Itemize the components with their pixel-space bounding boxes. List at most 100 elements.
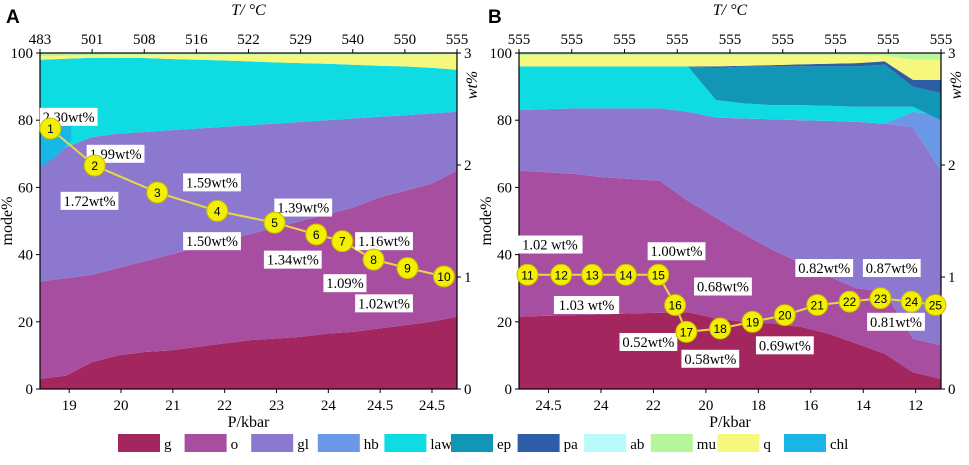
annotation-text: 0.52wt% — [622, 335, 674, 351]
bottom-tick-label: 20 — [114, 398, 129, 414]
annotation-box — [183, 232, 241, 251]
bottom-tick-label: 23 — [269, 398, 284, 414]
sample-point-marker — [924, 294, 947, 316]
sample-point: 7 — [331, 230, 354, 253]
annotation-text: 0.58wt% — [684, 352, 736, 368]
legend-label: pa — [564, 437, 579, 453]
legend-swatch — [584, 434, 627, 452]
top-tick-label: 555 — [666, 32, 689, 48]
sample-point-marker — [263, 211, 286, 234]
sample-point-label: 4 — [214, 204, 221, 218]
y-tick-label: 80 — [18, 113, 33, 129]
y-tick-label: 80 — [497, 113, 512, 129]
top-tick-label: 516 — [185, 32, 208, 48]
sample-point: 8 — [362, 248, 385, 271]
legend-label: o — [231, 437, 239, 453]
wt-annotation: 1.09% — [323, 274, 367, 293]
bottom-tick-label: 24.5 — [367, 398, 393, 414]
sample-point-marker — [39, 117, 62, 140]
sample-point: 2 — [83, 154, 106, 177]
y-tick-label: 100 — [490, 46, 513, 62]
wt-annotation: 1.02 wt% — [517, 235, 583, 254]
annotation-text: 0.68wt% — [697, 280, 749, 296]
sample-point: 4 — [206, 199, 229, 222]
top-tick-label: 555 — [824, 32, 847, 48]
sample-point-marker — [869, 287, 892, 310]
sample-point-marker — [206, 199, 229, 222]
sample-point-label: 11 — [521, 268, 534, 282]
wt-annotation: 1.50wt% — [183, 232, 241, 251]
legend-label: g — [164, 437, 172, 453]
annotation-box — [355, 294, 413, 313]
bottom-tick-label: 19 — [62, 398, 77, 414]
sample-point-label: 8 — [370, 253, 377, 267]
panel-letter: A — [6, 7, 20, 28]
annotation-box — [795, 259, 854, 278]
annotation-box — [355, 232, 413, 251]
legend-swatch — [118, 434, 160, 452]
y-right-tick-label: 3 — [948, 46, 956, 62]
sample-point: 11 — [516, 263, 539, 286]
sample-point-marker — [581, 263, 604, 286]
wt-annotation: 1.16wt% — [355, 232, 413, 251]
sample-point-label: 3 — [154, 186, 161, 200]
legend-swatch — [251, 434, 294, 452]
sample-point: 20 — [773, 304, 796, 327]
y-right-axis-label: wt% — [464, 71, 481, 99]
y-tick-label: 60 — [18, 180, 33, 196]
sample-point-label: 1 — [47, 122, 54, 136]
sample-point-marker — [741, 310, 764, 333]
sample-point: 1 — [39, 117, 62, 140]
wt-annotation: 0.82wt% — [795, 259, 854, 278]
sample-point-label: 25 — [929, 299, 943, 313]
bottom-tick-label: 18 — [751, 398, 766, 414]
y-right-tick-label: 1 — [948, 270, 956, 286]
annotation-box — [694, 277, 752, 296]
annotation-text: 1.16wt% — [358, 234, 410, 250]
sample-point: 13 — [581, 263, 604, 286]
sample-point-marker — [647, 263, 670, 286]
legend-item-law: law — [384, 434, 452, 453]
bottom-tick-label: 12 — [908, 398, 923, 414]
sample-point-marker — [675, 320, 698, 343]
sample-point-marker — [838, 290, 861, 313]
wt-annotation: 1.34wt% — [263, 250, 322, 269]
sample-point-marker — [664, 294, 687, 316]
legend-item-ab: ab — [584, 434, 644, 453]
legend-label: gl — [297, 437, 309, 453]
top-tick-label: 555 — [772, 32, 795, 48]
legend-swatch — [317, 434, 360, 452]
wt-annotation: 1.00wt% — [647, 242, 706, 261]
sample-point-marker — [305, 223, 328, 246]
top-tick-label: 555 — [446, 32, 469, 48]
sample-point: 12 — [550, 263, 573, 286]
annotation-text: 0.87wt% — [866, 261, 918, 277]
annotation-box — [263, 250, 322, 269]
annotation-box — [867, 312, 925, 331]
sample-point-marker — [806, 294, 829, 316]
sample-point-marker — [773, 304, 796, 327]
sample-point-marker — [83, 154, 106, 177]
bottom-tick-label: 22 — [217, 398, 232, 414]
area-g — [40, 316, 457, 389]
bottom-tick-label: 24 — [593, 398, 609, 414]
sample-point: 22 — [838, 290, 861, 313]
bottom-tick-label: 24.5 — [535, 398, 561, 414]
sample-point: 16 — [664, 294, 687, 316]
sample-point: 25 — [924, 294, 947, 316]
panel-letter: B — [488, 7, 502, 28]
sample-point-label: 10 — [437, 270, 451, 284]
sample-point-marker — [516, 263, 539, 286]
sample-point-marker — [432, 265, 455, 288]
legend-label: ep — [497, 437, 511, 453]
y-tick-label: 0 — [26, 382, 34, 398]
bottom-tick-label: 24.5 — [419, 398, 445, 414]
legend-item-q: q — [717, 434, 771, 453]
bottom-tick-label: 21 — [165, 398, 180, 414]
sample-point-marker — [396, 257, 419, 280]
sample-point-marker — [900, 290, 923, 313]
legend-swatch — [451, 434, 493, 452]
legend-item-g: g — [118, 434, 172, 453]
legend-item-chl: chl — [784, 434, 848, 453]
